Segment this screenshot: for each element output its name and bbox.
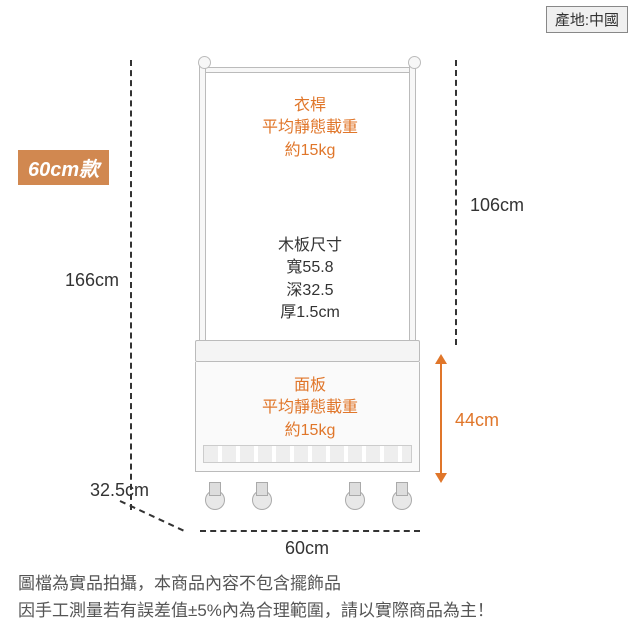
caster-wheel <box>390 482 412 510</box>
disclaimer-line1: 圖檔為實品拍攝，本商品內容不包含擺飾品 <box>18 570 628 597</box>
caster-wheel <box>250 482 272 510</box>
anno-panel-title: 面板 <box>255 375 365 397</box>
frame-left <box>199 63 206 343</box>
hanging-rail <box>203 67 412 73</box>
dim-depth: 32.5cm <box>90 480 149 501</box>
dim-width: 60cm <box>285 538 329 559</box>
top-shelf <box>195 340 420 362</box>
dim-upper-height-line <box>455 60 457 345</box>
dim-total-height-line <box>130 60 132 510</box>
bottom-shelf <box>203 445 412 463</box>
arrow-down-icon <box>435 473 447 483</box>
anno-panel: 面板 平均靜態載重 約15kg <box>255 375 365 442</box>
caster-wheel <box>343 482 365 510</box>
frame-right <box>409 63 416 343</box>
anno-board-line4: 厚1.5cm <box>265 302 355 324</box>
anno-board: 木板尺寸 寬55.8 深32.5 厚1.5cm <box>265 235 355 325</box>
anno-panel-line2: 平均靜態載重 <box>255 397 365 419</box>
origin-label: 產地:中國 <box>546 6 628 33</box>
dim-upper-height: 106cm <box>470 195 524 216</box>
anno-rod-title: 衣桿 <box>255 95 365 117</box>
arrow-up-icon <box>435 354 447 364</box>
variant-badge: 60cm款 <box>18 150 109 185</box>
anno-board-line3: 深32.5 <box>265 280 355 302</box>
caster-wheel <box>203 482 225 510</box>
dim-lower-height-line <box>440 360 442 475</box>
dim-lower-height: 44cm <box>455 410 499 431</box>
anno-rod: 衣桿 平均靜態載重 約15kg <box>255 95 365 162</box>
anno-board-title: 木板尺寸 <box>265 235 355 257</box>
anno-rod-line2: 平均靜態載重 <box>255 117 365 139</box>
anno-board-line2: 寬55.8 <box>265 257 355 279</box>
anno-panel-line3: 約15kg <box>255 420 365 442</box>
disclaimer-line2: 因手工測量若有誤差值±5%內為合理範圍，請以實際商品為主！ <box>18 597 628 624</box>
anno-rod-line3: 約15kg <box>255 140 365 162</box>
disclaimer: 圖檔為實品拍攝，本商品內容不包含擺飾品 因手工測量若有誤差值±5%內為合理範圍，… <box>18 570 628 624</box>
dim-depth-line <box>120 500 184 531</box>
dim-width-line <box>200 530 420 532</box>
dim-total-height: 166cm <box>65 270 119 291</box>
